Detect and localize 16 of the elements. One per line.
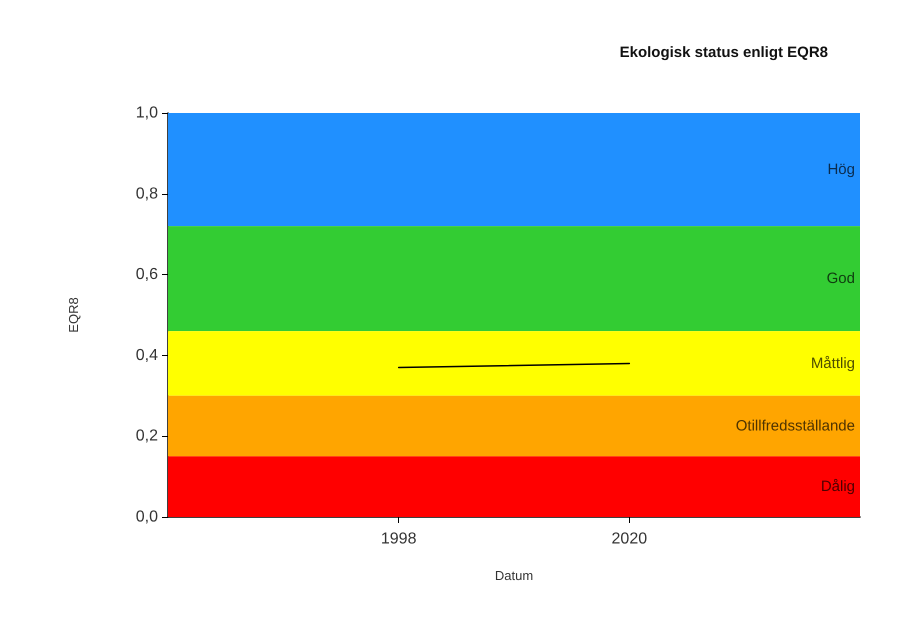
band-label: Hög xyxy=(827,161,855,178)
y-tick-label: 0,4 xyxy=(136,346,158,364)
y-tick-label: 0,2 xyxy=(136,428,158,445)
band-label: Måttlig xyxy=(810,354,855,372)
chart-title: Ekologisk status enligt EQR8 xyxy=(620,44,828,61)
band-label: Otillfredsställande xyxy=(736,418,855,435)
y-axis-title: EQR8 xyxy=(66,297,81,333)
band-label: God xyxy=(826,270,855,288)
band-label: Dålig xyxy=(820,478,855,496)
y-tick-label: 0,0 xyxy=(136,508,158,526)
x-axis-title: Datum xyxy=(494,568,534,583)
y-tick-label: 1,0 xyxy=(136,104,158,122)
y-tick-label: 0,6 xyxy=(136,266,158,284)
y-tick-label: 0,8 xyxy=(136,185,158,202)
x-tick-label: 1998 xyxy=(380,530,417,548)
x-tick-label: 2020 xyxy=(612,530,648,548)
